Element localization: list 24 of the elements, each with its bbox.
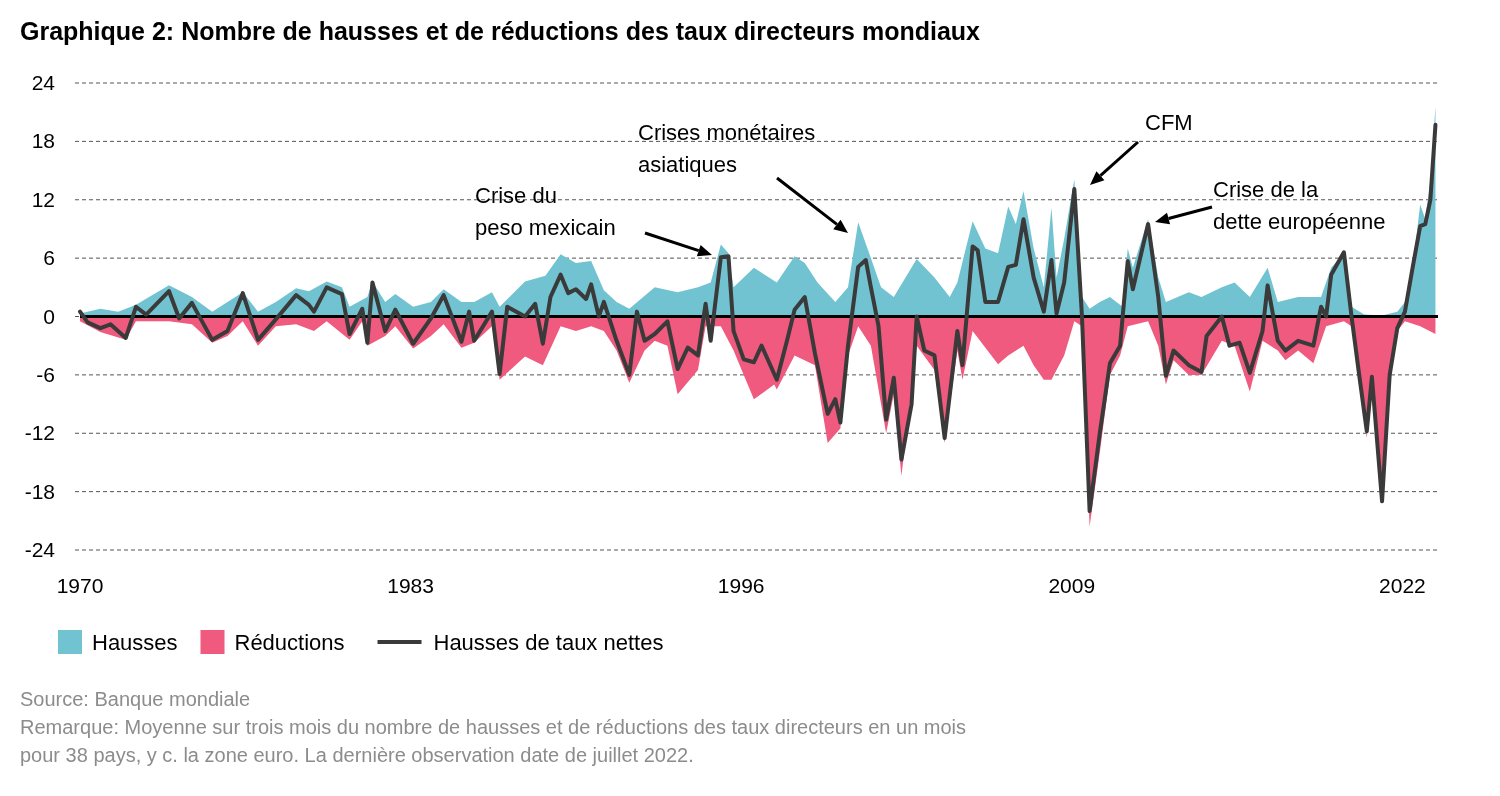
annotation: Crise du peso mexicain — [475, 183, 616, 240]
legend-label: Hausses de taux nettes — [433, 630, 664, 655]
y-tick-label: 6 — [43, 246, 55, 270]
y-tick-label: -6 — [36, 362, 55, 386]
y-tick-label: 18 — [31, 129, 55, 153]
legend-label: Hausses — [92, 630, 178, 655]
y-tick-label: 12 — [31, 187, 55, 211]
x-tick-label: 1996 — [717, 574, 765, 597]
y-tick-label: -24 — [24, 538, 56, 561]
annotation: Crise de la dette européenne — [1213, 177, 1386, 234]
annotation: Crises monétaires asiatiques — [638, 120, 816, 177]
source-note: Source: Banque mondiale — [20, 688, 251, 710]
y-tick-label: -12 — [24, 421, 55, 445]
x-tick-label: 2022 — [1379, 574, 1426, 597]
y-tick-label: 24 — [31, 71, 56, 94]
y-tick-label: -18 — [24, 479, 55, 503]
x-tick-label: 2009 — [1048, 574, 1096, 597]
x-tick-label: 1983 — [387, 574, 434, 597]
chart-title: Graphique 2: Nombre de hausses et de réductions des taux directeurs mondiaux — [20, 17, 981, 45]
x-tick-label: 1970 — [56, 574, 104, 597]
text: Remarque: Moyenne sur trois mois du nombre de hausses et de réductions des taux directeurs en un mois pour 38 pays, y c. la zone euro. La dernière observation date de juillet 2022. — [20, 716, 967, 766]
annotation: CFM — [1145, 110, 1193, 135]
y-tick-label: 0 — [43, 304, 55, 328]
legend-label: Réductions — [234, 630, 345, 655]
